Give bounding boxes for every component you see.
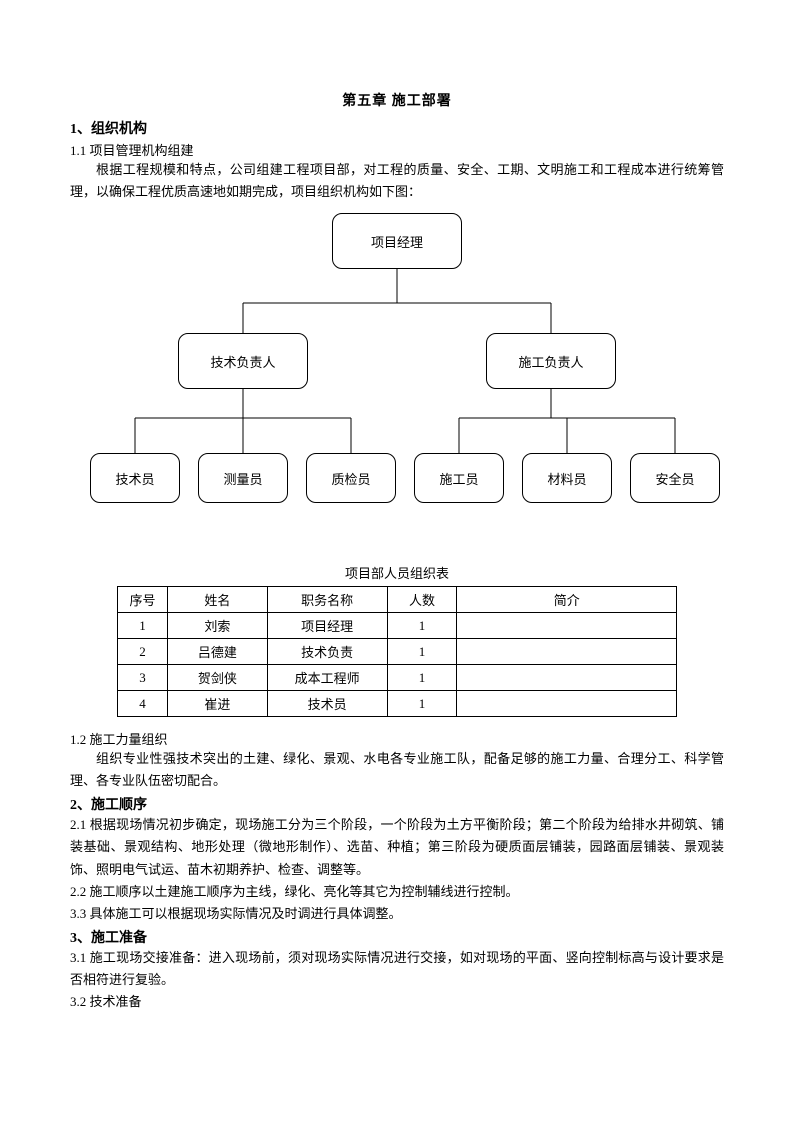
td: 1 — [387, 691, 457, 717]
th-seq: 序号 — [118, 587, 168, 613]
org-node-leaf-2: 质检员 — [306, 453, 396, 503]
td — [457, 691, 677, 717]
section-2-1-para: 2.1 根据现场情况初步确定，现场施工分为三个阶段，一个阶段为土方平衡阶段；第二… — [70, 814, 724, 880]
org-node-leaf-4: 材料员 — [522, 453, 612, 503]
section-3-2-para: 3.2 技术准备 — [70, 991, 724, 1013]
org-node-leaf-1: 测量员 — [198, 453, 288, 503]
section-1-2-heading: 1.2 施工力量组织 — [70, 729, 724, 748]
th-intro: 简介 — [457, 587, 677, 613]
section-1-2-para: 组织专业性强技术突出的土建、绿化、景观、水电各专业施工队，配备足够的施工力量、合… — [70, 748, 724, 792]
section-1-1-heading: 1.1 项目管理机构组建 — [70, 140, 724, 159]
td — [457, 613, 677, 639]
chapter-title: 第五章 施工部署 — [70, 90, 724, 110]
td: 4 — [118, 691, 168, 717]
table-row: 1 刘索 项目经理 1 — [118, 613, 677, 639]
td: 1 — [387, 639, 457, 665]
table-row: 4 崔进 技术员 1 — [118, 691, 677, 717]
section-3-1-para: 3.1 施工现场交接准备：进入现场前，须对现场实际情况进行交接，如对现场的平面、… — [70, 947, 724, 991]
td: 1 — [387, 613, 457, 639]
section-3-heading: 3、施工准备 — [70, 927, 724, 947]
org-node-leaf-5: 安全员 — [630, 453, 720, 503]
org-node-tech-lead: 技术负责人 — [178, 333, 308, 389]
staff-table-title: 项目部人员组织表 — [70, 563, 724, 582]
section-3-3-para: 3.3 具体施工可以根据现场实际情况及时调进行具体调整。 — [70, 903, 724, 925]
section-1-1-para: 根据工程规模和特点，公司组建工程项目部，对工程的质量、安全、工期、文明施工和工程… — [70, 159, 724, 203]
table-row: 2 吕德建 技术负责 1 — [118, 639, 677, 665]
staff-table: 序号 姓名 职务名称 人数 简介 1 刘索 项目经理 1 2 吕德建 技术负责 … — [117, 586, 677, 717]
td: 技术负责 — [267, 639, 387, 665]
section-2-2-para: 2.2 施工顺序以土建施工顺序为主线，绿化、亮化等其它为控制辅线进行控制。 — [70, 881, 724, 903]
td: 3 — [118, 665, 168, 691]
table-header-row: 序号 姓名 职务名称 人数 简介 — [118, 587, 677, 613]
th-role: 职务名称 — [267, 587, 387, 613]
section-2-heading: 2、施工顺序 — [70, 794, 724, 814]
org-node-project-manager: 项目经理 — [332, 213, 462, 269]
td: 刘索 — [167, 613, 267, 639]
td: 1 — [118, 613, 168, 639]
td: 吕德建 — [167, 639, 267, 665]
td: 贺剑侠 — [167, 665, 267, 691]
td: 成本工程师 — [267, 665, 387, 691]
td: 2 — [118, 639, 168, 665]
td: 项目经理 — [267, 613, 387, 639]
th-count: 人数 — [387, 587, 457, 613]
table-row: 3 贺剑侠 成本工程师 1 — [118, 665, 677, 691]
org-node-construction-lead: 施工负责人 — [486, 333, 616, 389]
td — [457, 639, 677, 665]
td: 崔进 — [167, 691, 267, 717]
td: 1 — [387, 665, 457, 691]
org-node-leaf-3: 施工员 — [414, 453, 504, 503]
td — [457, 665, 677, 691]
section-1-heading: 1、组织机构 — [70, 118, 724, 138]
org-node-leaf-0: 技术员 — [90, 453, 180, 503]
org-chart: 项目经理 技术负责人 施工负责人 技术员 测量员 质检员 施工员 材料员 安全员 — [70, 203, 724, 523]
th-name: 姓名 — [167, 587, 267, 613]
td: 技术员 — [267, 691, 387, 717]
